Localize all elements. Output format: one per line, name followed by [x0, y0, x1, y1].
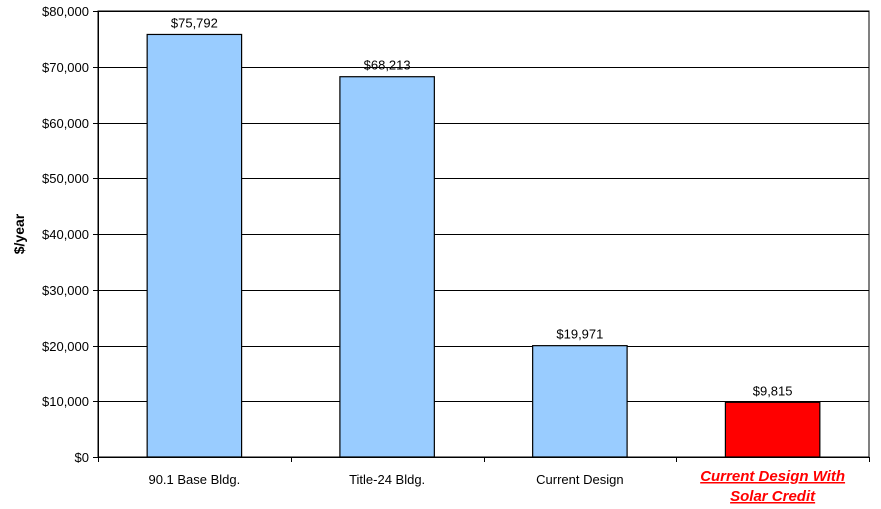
x-category-labels: 90.1 Base Bldg. Title-24 Bldg. Current Des…	[148, 468, 845, 505]
y-tick-labels: $0 $10,000 $20,000 $30,000 $40,000 $50,000 $60…	[42, 4, 89, 465]
y-tick-label: $60,000	[42, 116, 89, 131]
bar	[532, 345, 628, 458]
data-label: $75,792	[171, 15, 218, 30]
y-tick-label: $30,000	[42, 283, 89, 298]
x-category-label: Current Design With Solar Credit	[700, 468, 845, 505]
data-label: $68,213	[364, 58, 411, 73]
x-category-label: 90.1 Base Bldg.	[148, 472, 240, 487]
bar	[724, 401, 821, 458]
y-axis-label: $/year	[11, 213, 27, 254]
y-tick-label: $50,000	[42, 171, 89, 186]
x-category-label: Current Design	[536, 472, 623, 487]
y-tick-label: $80,000	[42, 4, 89, 19]
data-labels: $75,792 $68,213 $19,971 $9,815	[171, 15, 793, 398]
bar	[146, 33, 243, 458]
x-category-label: Title-24 Bldg.	[349, 472, 425, 487]
y-tick-label: $40,000	[42, 227, 89, 242]
data-label: $9,815	[753, 383, 793, 398]
y-tick-label: $0	[75, 450, 89, 465]
y-tick-label: $70,000	[42, 60, 89, 75]
data-label: $19,971	[556, 327, 603, 342]
y-tick-label: $10,000	[42, 394, 89, 409]
bar	[339, 76, 435, 458]
y-tick-label: $20,000	[42, 339, 89, 354]
axes	[93, 11, 870, 462]
bars	[146, 33, 821, 458]
